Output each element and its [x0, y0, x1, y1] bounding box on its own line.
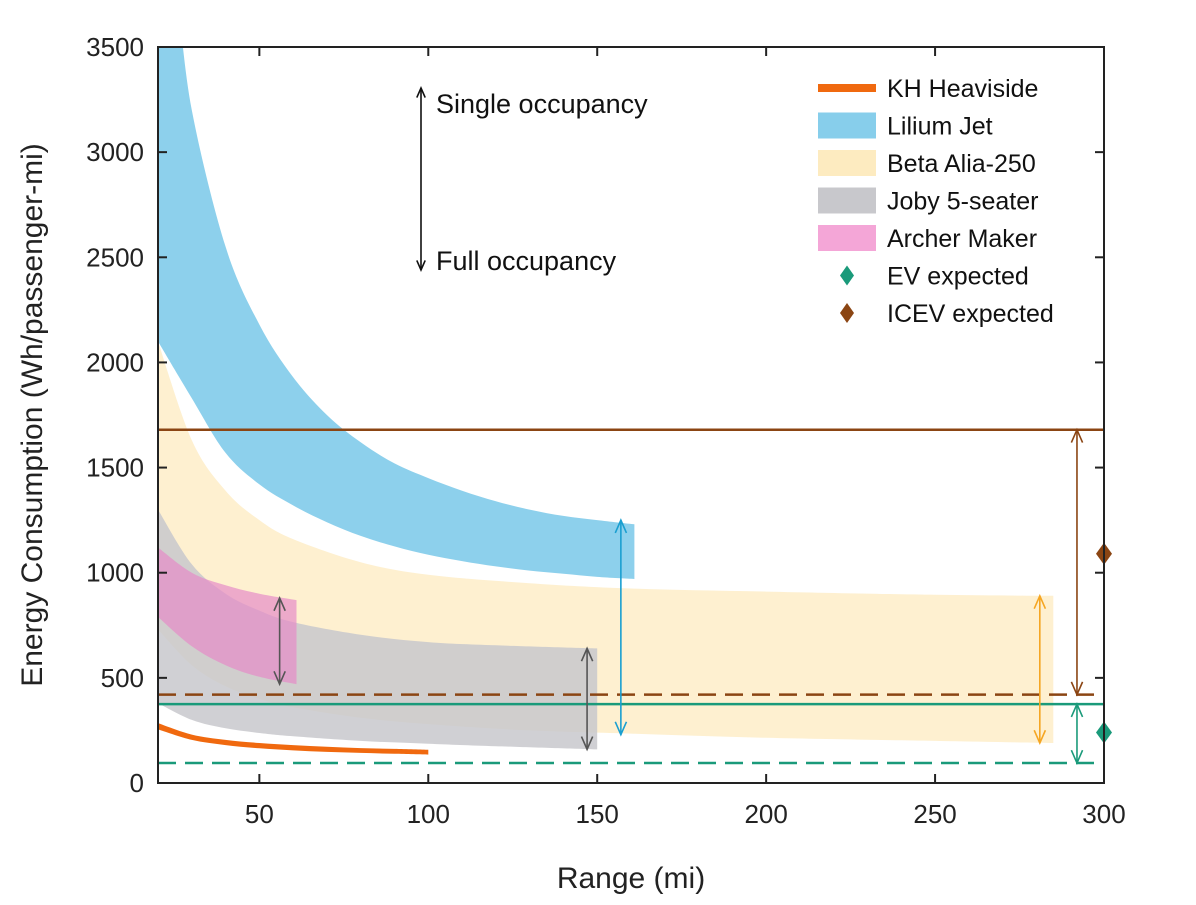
y-tick-label-3500: 3500: [86, 32, 144, 62]
legend-label: EV expected: [887, 263, 1029, 291]
x-tick-label-150: 150: [576, 799, 619, 829]
occupancy-arrow: [416, 86, 426, 272]
legend-item-kh-heaviside: KH Heaviside: [818, 75, 1038, 103]
band-kh-heaviside: [158, 723, 429, 755]
range-arrow-5: [1070, 427, 1084, 697]
x-axis-title: Range (mi): [557, 862, 705, 895]
range-arrow-1: [273, 595, 286, 687]
legend-swatch: [818, 187, 876, 214]
band-lilium-jet: [158, 47, 635, 579]
legend-item-lilium-jet: Lilium Jet: [818, 112, 993, 141]
legend-label: Beta Alia-250: [887, 150, 1036, 178]
range-arrow-2: [580, 646, 594, 752]
legend-item-archer-maker: Archer Maker: [818, 225, 1037, 253]
x-tick-label-200: 200: [744, 799, 787, 829]
legend-label: Lilium Jet: [887, 113, 993, 141]
annotation-single-occupancy: Single occupancy: [436, 89, 648, 119]
x-tick-label-100: 100: [407, 799, 450, 829]
legend-label: Archer Maker: [887, 225, 1037, 253]
y-tick-label-3000: 3000: [86, 137, 144, 167]
legend-item-beta-alia-250: Beta Alia-250: [818, 150, 1036, 178]
range-arrow-6: [1070, 702, 1084, 766]
range-arrow-3: [614, 518, 628, 737]
legend-swatch: [818, 225, 876, 251]
y-tick-label-1500: 1500: [86, 453, 144, 483]
plot-frame: [157, 46, 1105, 784]
x-tick-label-300: 300: [1082, 799, 1125, 829]
range-arrow-4: [1033, 593, 1047, 746]
legend-label: KH Heaviside: [887, 75, 1038, 103]
y-tick-label-0: 0: [130, 768, 144, 798]
y-tick-label-2500: 2500: [86, 242, 144, 272]
legend-item-ev-expected: EV expected: [840, 263, 1029, 291]
annotation-full-occupancy: Full occupancy: [436, 246, 617, 276]
legend-item-icev-expected: ICEV expected: [840, 300, 1054, 328]
legend-swatch: [818, 112, 876, 139]
y-axis-title: Energy Consumption (Wh/passenger-mi): [16, 143, 49, 687]
legend-swatch: [818, 150, 876, 176]
y-tick-label-500: 500: [101, 663, 144, 693]
band-joby-5-seater: [158, 509, 598, 750]
legend-swatch: [840, 265, 854, 286]
y-tick-label-2000: 2000: [86, 347, 144, 377]
legend-label: Joby 5-seater: [887, 188, 1038, 216]
legend-item-joby-5-seater: Joby 5-seater: [818, 187, 1038, 216]
legend-label: ICEV expected: [887, 300, 1054, 328]
x-tick-label-250: 250: [913, 799, 956, 829]
x-tick-label-50: 50: [245, 799, 274, 829]
legend-swatch: [840, 303, 854, 323]
band-archer-maker: [158, 547, 297, 685]
y-tick-label-1000: 1000: [86, 558, 144, 588]
